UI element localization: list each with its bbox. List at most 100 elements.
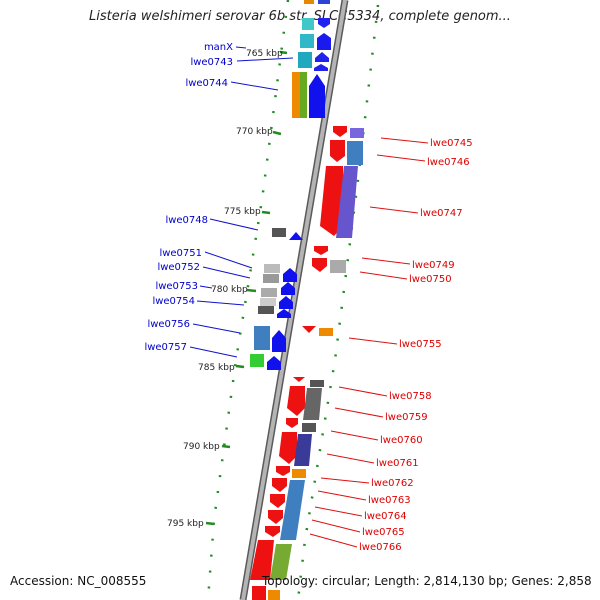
leader-line [369,206,419,214]
leader-line [236,57,294,62]
feature-arrow [333,126,347,137]
feature-arrow [270,494,285,508]
feature-block [318,0,330,4]
gene-label-lwe0754: lwe0754 [152,296,195,307]
feature-block [292,469,306,478]
leader-line [230,81,279,91]
feature-block [252,586,266,600]
leader-line [376,154,426,162]
feature-block [350,128,364,138]
feature-arrow [318,18,330,28]
feature-arrow [272,478,287,492]
feature-block [292,72,300,118]
feature-block [263,274,279,283]
feature-arrow [277,309,291,318]
kbp-tick-labels: 765 kbp 770 kbp 775 kbp 780 kbp 785 kbp … [167,49,283,529]
forward-leaders [189,46,294,358]
gene-label-lwe0763: lwe0763 [368,495,411,506]
kbp-label: 785 kbp [198,363,235,373]
leader-line [309,533,358,548]
kbp-tick [221,444,231,449]
leader-line [317,490,367,501]
reverse-features [250,126,364,600]
outer-guide [296,4,380,600]
feature-arrow [315,52,329,62]
gene-label-lwe0758: lwe0758 [389,391,432,402]
kbp-label: 790 kbp [183,442,220,452]
kbp-tick [246,288,257,293]
map-title: Listeria welshimeri serovar 6b str. SLCC… [89,9,511,24]
leader-line [359,271,408,280]
gene-label-lwe0749: lwe0749 [412,260,455,271]
kbp-tick [261,210,271,215]
feature-block [254,326,270,350]
gene-label-lwe0752: lwe0752 [157,262,200,273]
feature-block [261,288,277,297]
feature-arrow [336,166,358,238]
feature-block [250,354,264,367]
gene-label-lwe0761: lwe0761 [376,458,419,469]
feature-arrow [268,510,283,524]
leader-line [199,285,213,289]
feature-arrow [281,282,295,295]
feature-arrow [280,480,305,540]
feature-arrow [272,330,286,352]
feature-block [272,228,286,237]
leader-line [326,453,375,464]
gene-label-lwe0760: lwe0760 [380,435,423,446]
kbp-ticks [205,50,288,526]
kbp-tick [205,521,215,526]
gene-label-lwe0745: lwe0745 [430,138,473,149]
feature-arrow [314,246,328,255]
leader-line [330,430,379,441]
feature-block [330,260,346,273]
accession-text: Accession: NC_008555 [10,574,147,588]
kbp-label: 775 kbp [224,207,261,217]
gene-label-lwe0756: lwe0756 [147,319,190,330]
leader-line [202,266,251,279]
forward-gene-labels: manX lwe0743 lwe0744 lwe0748 lwe0751 lwe… [144,42,233,353]
backbone [241,0,347,600]
leader-line [361,257,411,265]
feature-arrow [267,356,281,370]
gene-label-lwe0757: lwe0757 [144,342,187,353]
feature-block [310,380,324,387]
feature-block [319,328,333,336]
leader-line [204,251,253,269]
gene-label-lwe0750: lwe0750 [409,274,452,285]
leader-line [235,46,247,49]
feature-arrow [303,388,322,420]
feature-arrow [330,140,345,162]
feature-arrow [312,258,327,272]
feature-arrow [283,268,297,282]
gene-label-lwe0748: lwe0748 [165,215,208,226]
gene-label-lwe0764: lwe0764 [364,511,407,522]
feature-arrow [286,418,298,428]
gene-label-lwe0747: lwe0747 [420,208,463,219]
reverse-leaders [309,137,429,548]
kbp-label: 765 kbp [246,49,283,59]
feature-block [302,423,316,432]
leader-line [192,323,241,334]
leader-line [196,300,245,306]
feature-block [304,0,314,4]
feature-block [302,18,314,30]
feature-block [300,72,307,118]
feature-arrow [293,377,305,382]
leader-line [348,337,398,345]
feature-block [298,52,312,68]
feature-arrow [294,434,312,466]
feature-arrow [276,466,290,476]
leader-line [338,386,388,397]
feature-block [347,141,363,165]
feature-block [260,298,276,306]
feature-arrow [314,64,328,71]
gene-label-lwe0753: lwe0753 [155,281,198,292]
kbp-tick [272,130,282,136]
leader-line [334,407,384,418]
kbp-label: 780 kbp [211,285,248,295]
kbp-label: 770 kbp [236,127,273,137]
gene-label-lwe0744: lwe0744 [185,78,228,89]
gene-label-lwe0762: lwe0762 [371,478,414,489]
